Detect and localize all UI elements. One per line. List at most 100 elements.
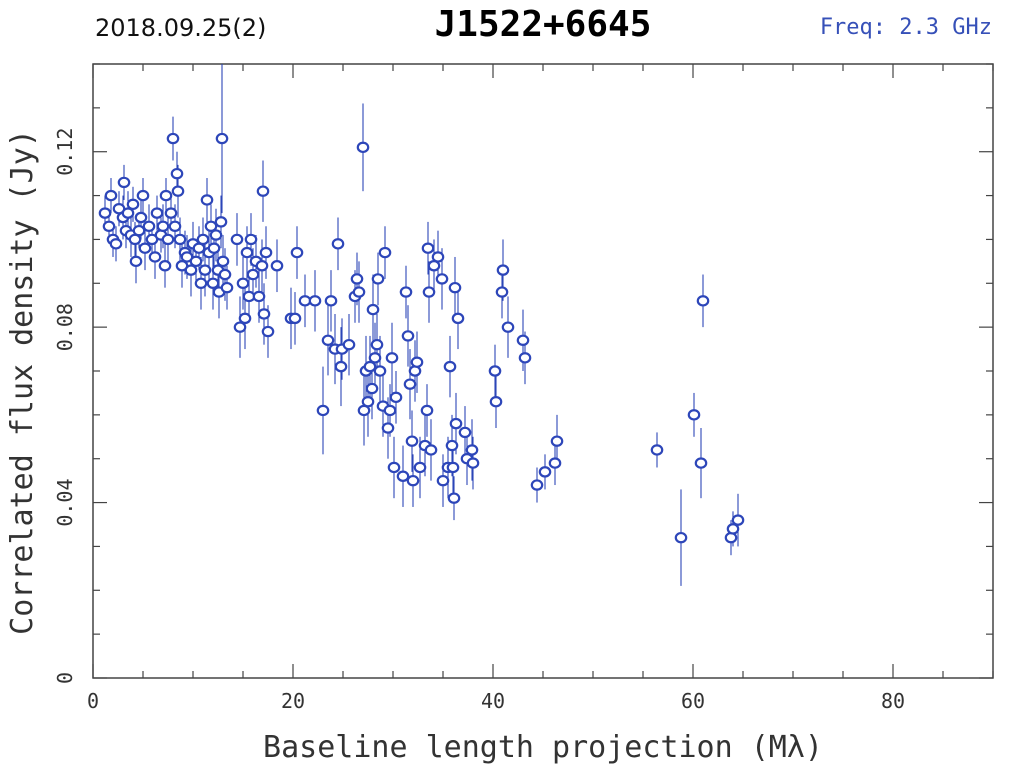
data-point [385, 352, 399, 364]
data-point [694, 457, 708, 469]
data-point [410, 356, 424, 368]
data-point [421, 242, 435, 254]
data-points [98, 132, 745, 544]
data-point [435, 273, 449, 285]
data-point [290, 246, 304, 259]
data-point [488, 365, 502, 377]
x-tick-label: 40 [481, 689, 505, 713]
data-point [350, 273, 364, 285]
data-point [674, 531, 688, 544]
data-point [242, 290, 256, 303]
data-point [240, 246, 254, 259]
data-point [236, 277, 250, 289]
y-tick-label: 0.12 [53, 128, 77, 176]
data-point [365, 382, 379, 395]
data-point [129, 255, 143, 268]
data-point [331, 238, 345, 250]
data-point [170, 167, 184, 180]
data-point [650, 444, 664, 456]
data-point [443, 360, 457, 373]
data-point [399, 286, 413, 298]
data-point [447, 492, 461, 504]
data-point [150, 207, 164, 219]
data-point [255, 260, 269, 272]
data-point [378, 246, 392, 259]
data-point [458, 426, 472, 439]
data-point [316, 404, 330, 417]
observation-date: 2018.09.25(2) [95, 14, 266, 42]
data-point [466, 457, 480, 469]
data-point [465, 444, 479, 456]
data-point [420, 404, 434, 417]
data-point [308, 295, 322, 307]
data-point [184, 264, 198, 276]
data-point [218, 268, 232, 281]
data-point [352, 286, 366, 298]
data-point [252, 290, 266, 303]
data-point [288, 312, 302, 325]
data-point [209, 229, 223, 241]
data-point [422, 286, 436, 298]
data-point [436, 474, 450, 487]
data-point [396, 470, 410, 482]
source-name: J1522+6645 [435, 4, 652, 45]
data-point [370, 338, 384, 351]
data-point [489, 396, 503, 408]
data-point [448, 281, 462, 294]
data-point [530, 479, 544, 491]
x-tick-label: 80 [881, 689, 905, 713]
data-point [132, 224, 146, 237]
data-point [424, 444, 438, 456]
data-point [104, 189, 118, 202]
data-point [387, 461, 401, 474]
data-point [159, 189, 173, 202]
data-point [230, 233, 244, 246]
data-point [98, 207, 112, 219]
x-tick-label: 60 [681, 689, 705, 713]
data-point [342, 338, 356, 351]
data-point [726, 523, 740, 535]
error-bars [104, 64, 739, 586]
data-point [401, 330, 415, 342]
y-tick-label: 0 [53, 672, 77, 684]
data-point [136, 189, 150, 202]
data-point [256, 185, 270, 197]
data-point [238, 312, 252, 325]
data-point [366, 303, 380, 316]
data-point [321, 334, 335, 346]
data-point [451, 312, 465, 325]
data-point [215, 132, 229, 145]
data-point [198, 264, 212, 276]
data-point [413, 461, 427, 474]
y-axis-label: Correlated flux density (Jy) [5, 129, 40, 635]
data-point [383, 404, 397, 417]
data-point [403, 378, 417, 390]
data-point [687, 409, 701, 421]
data-point [194, 277, 208, 289]
data-point [196, 233, 210, 246]
data-point [368, 352, 382, 364]
data-point [158, 260, 172, 272]
data-point [206, 277, 220, 289]
data-point [102, 220, 116, 232]
data-point [496, 264, 510, 276]
data-point [164, 207, 178, 219]
data-point [244, 233, 258, 246]
data-point [356, 141, 370, 154]
x-tick-label: 0 [87, 689, 99, 713]
data-point [173, 233, 187, 246]
tick-labels: 0 20 40 60 80 0 0.04 0.08 0.12 [53, 128, 905, 713]
data-point [431, 251, 445, 263]
data-point [161, 233, 175, 246]
data-point [204, 220, 218, 232]
data-point [200, 194, 214, 206]
data-point [189, 255, 203, 268]
data-point [724, 531, 738, 544]
data-point [389, 391, 403, 404]
data-point [298, 295, 312, 307]
y-tick-label: 0.08 [53, 303, 77, 351]
data-point [214, 216, 228, 228]
data-point [109, 238, 123, 250]
data-point [134, 211, 148, 224]
